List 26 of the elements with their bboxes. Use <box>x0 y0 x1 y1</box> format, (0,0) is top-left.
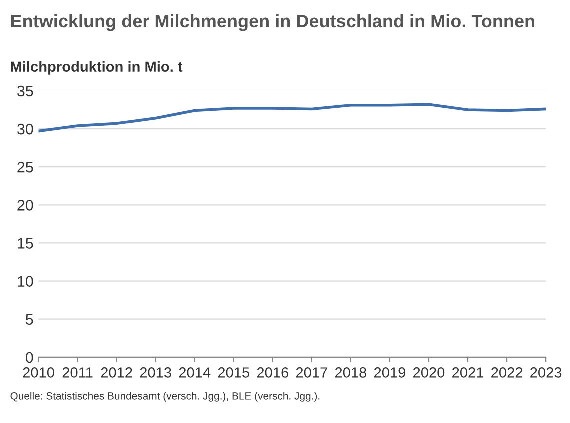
x-tick-label: 2011 <box>62 368 93 378</box>
x-tick-label: 2015 <box>218 368 250 378</box>
x-tick-label: 2022 <box>492 368 523 378</box>
x-tick-label: 2019 <box>374 368 406 378</box>
y-tick-label: 20 <box>18 200 34 211</box>
y-tick-label: 5 <box>26 314 34 326</box>
source-note: Quelle: Statistisches Bundesamt (versch. Jgg.), BLE (versch. Jgg.). <box>10 392 320 402</box>
y-tick-label: 15 <box>18 238 34 249</box>
x-tick-label: 2023 <box>530 368 562 378</box>
line-series <box>38 103 546 133</box>
x-tick-label: 2018 <box>335 368 367 378</box>
y-axis-title: Milchproduktion in Mio. t <box>11 61 183 75</box>
x-tick-label: 2010 <box>23 368 54 378</box>
x-tick-label: 2021 <box>452 368 484 378</box>
x-tick-label: 2014 <box>179 368 211 378</box>
x-tick-label: 2017 <box>296 368 328 378</box>
y-tick-label: 35 <box>17 86 34 97</box>
y-tick-label: 30 <box>17 124 34 135</box>
y-tick-label: 25 <box>18 162 34 173</box>
x-tick-label: 2012 <box>101 368 132 378</box>
y-tick-label: 0 <box>26 352 34 364</box>
x-tick-label: 2020 <box>414 368 445 378</box>
x-tick-label: 2013 <box>140 368 172 378</box>
y-tick-label: 10 <box>18 276 34 287</box>
chart-title: Entwicklung der Milchmengen in Deutschland in Mio. Tonnen <box>11 14 534 32</box>
x-tick-label: 2016 <box>257 368 288 378</box>
